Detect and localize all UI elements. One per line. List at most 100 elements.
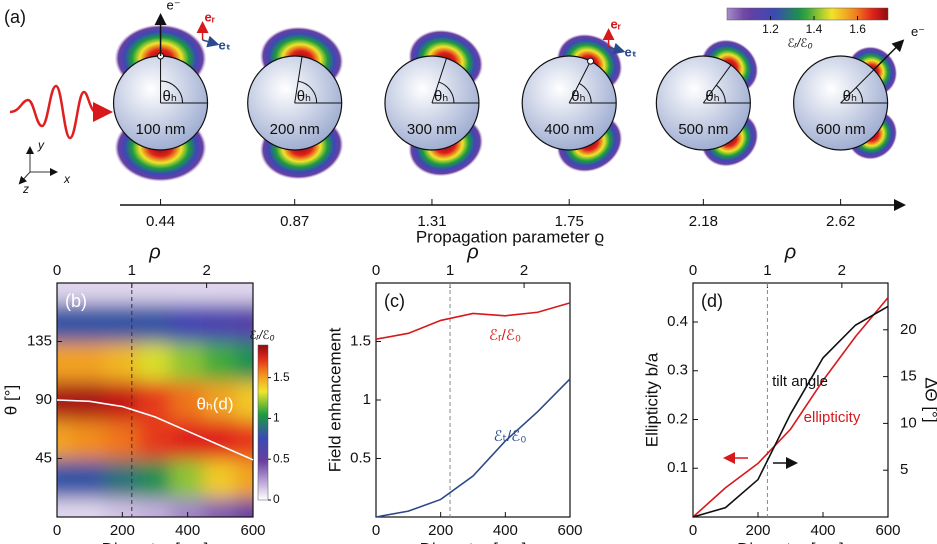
heatmap-cell (203, 340, 238, 382)
tick-label: 1.31 (417, 213, 446, 230)
heatmap-cell (72, 301, 107, 343)
axis-z: z (22, 182, 29, 196)
y2-tick-label: 20 (900, 321, 917, 338)
tick-label: 2.62 (826, 213, 855, 230)
heatmap-cell (137, 340, 173, 382)
heatmap-cell (105, 283, 140, 304)
plot-frame (692, 282, 889, 518)
unit-vector (608, 42, 626, 55)
panel-label: (c) (384, 291, 405, 311)
x-axis-title: Diameter [nm] (102, 539, 209, 544)
axis-y: y (37, 138, 45, 152)
top-tick-label: 0 (689, 262, 697, 279)
angle-arc (855, 87, 864, 104)
heatmap-cell (235, 418, 253, 460)
heatmap-cell (235, 379, 253, 421)
x-tick-label: 200 (745, 522, 770, 539)
top-tick-label: 2 (838, 262, 846, 279)
tick-label: 0.44 (146, 213, 175, 230)
y-tick-label: 90 (35, 391, 52, 408)
heatmap-cell (57, 457, 75, 499)
axis-title: Propagation parameter ϱ (416, 227, 605, 246)
angle-label: θₕ (297, 88, 311, 105)
series-label: ellipticity (804, 409, 861, 426)
colorbar-tick-label: 1 (273, 411, 280, 425)
angle-arc (715, 84, 726, 104)
angle-arc (578, 82, 592, 104)
y-tick-label: 45 (35, 449, 52, 466)
heatmap-cell (203, 496, 238, 517)
heatmap-cell (57, 340, 75, 382)
x-tick-label: 400 (175, 522, 200, 539)
x-tick-label: 600 (240, 522, 265, 539)
x-axis-title: Diameter [nm] (420, 539, 527, 544)
unit-vector (202, 35, 220, 48)
tick-label: 2.18 (689, 213, 718, 230)
y-tick-label: 0.5 (350, 449, 371, 466)
y-tick-label: 135 (27, 332, 52, 349)
heatmap-cell (170, 457, 205, 499)
line (375, 302, 571, 340)
heatmap-cell (137, 418, 173, 460)
radius (702, 64, 732, 104)
panel-label: (d) (701, 291, 723, 311)
heatmap-cell (137, 496, 173, 517)
pulse (9, 84, 113, 140)
x-tick-label: 400 (810, 522, 835, 539)
y-axis-title: θ [°] (1, 385, 20, 415)
x-tick-label: 0 (372, 522, 380, 539)
heatmap-cell (137, 457, 173, 499)
colorbar-tick-label: 1.4 (806, 22, 823, 36)
heatmap-cells (57, 283, 253, 517)
heatmap-cell (235, 496, 253, 517)
colorbar-tick-label: 1.2 (762, 22, 779, 36)
colorbar-tick-label: 0.5 (273, 451, 290, 465)
y-tick-label: 1 (363, 391, 371, 408)
line (692, 297, 889, 518)
heatmap-cell (105, 379, 140, 421)
heatmap-cell (57, 283, 75, 304)
diameter-label: 600 nm (816, 121, 866, 138)
colorbar-label: ℰᵣ/ℰ₀ (787, 36, 812, 50)
colorbar-tick-label: 1.6 (849, 22, 866, 36)
heatmap-cell (235, 301, 253, 343)
electron-label: e⁻ (911, 24, 925, 39)
y2-axis-title: ΔΘ [°] (922, 377, 937, 422)
unit-r-label: eᵣ (205, 9, 216, 24)
heatmap-cell (137, 301, 173, 343)
plot-frame (375, 282, 571, 518)
y-tick-label: 0.4 (667, 313, 688, 330)
heatmap-cell (203, 301, 238, 343)
heatmap-cell (105, 496, 140, 517)
diameter-label: 500 nm (678, 121, 728, 138)
tick-label: 1.75 (555, 213, 584, 230)
heatmap-cell (105, 340, 140, 382)
panel-label: (a) (4, 7, 26, 27)
tick-label: 0.87 (280, 213, 309, 230)
angle-arc (438, 81, 455, 104)
colorbar (726, 7, 889, 21)
x-tick-label: 600 (875, 522, 900, 539)
coordinate-axes (18, 146, 58, 185)
heatmap-cell (170, 340, 205, 382)
heatmap-cell (105, 301, 140, 343)
x-tick-label: 600 (557, 522, 582, 539)
top-tick-label: 0 (372, 262, 380, 279)
radius (840, 69, 875, 104)
surface-point (587, 57, 595, 65)
diameter-label: 100 nm (136, 121, 186, 138)
heatmap-cell (170, 418, 205, 460)
top-tick-label: 1 (446, 262, 454, 279)
heatmap-cell (72, 418, 107, 460)
x-tick-label: 0 (689, 522, 697, 539)
heatmap-cell (170, 301, 205, 343)
angle-label: θₕ (571, 88, 585, 105)
y-tick-label: 1.5 (350, 332, 371, 349)
angle-label: θₕ (434, 88, 448, 105)
electron-path (873, 39, 905, 71)
heatmap-cell (235, 457, 253, 499)
heatmap-cell (72, 283, 107, 304)
y-tick-label: 0.3 (667, 362, 688, 379)
colorbar-label: ℰᵣ/ℰ₀ (249, 328, 274, 342)
